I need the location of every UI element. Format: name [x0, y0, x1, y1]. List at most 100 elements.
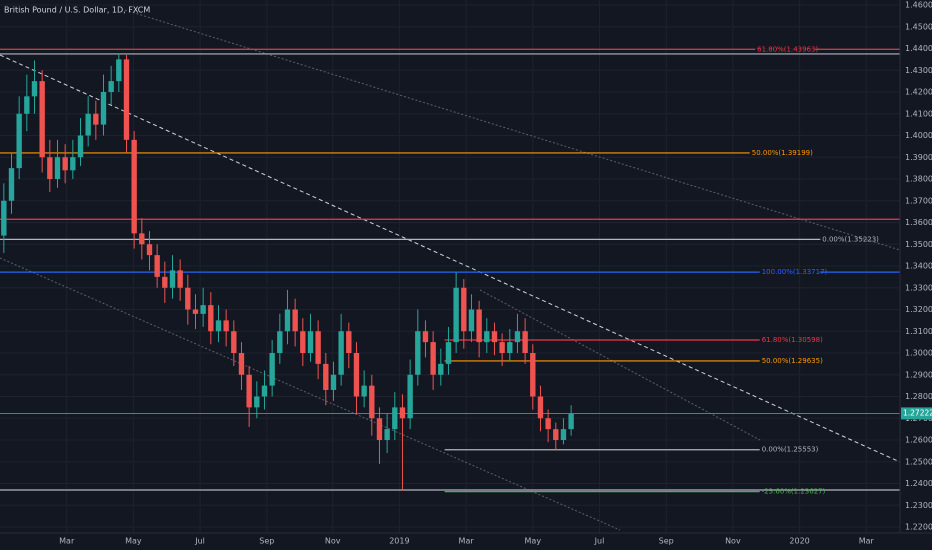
- x-tick-label: 2019: [389, 537, 409, 546]
- last-price-label: 1.27222: [903, 408, 932, 417]
- candle-body: [162, 276, 168, 288]
- candle-body: [200, 305, 206, 314]
- candle-body: [484, 331, 490, 343]
- candle-body: [192, 309, 199, 314]
- candle-body: [169, 270, 176, 288]
- candle-body: [445, 342, 452, 364]
- x-tick-label: Mar: [859, 537, 875, 546]
- candle-body: [453, 287, 459, 343]
- x-tick-label: Sep: [259, 537, 274, 546]
- candle-body: [177, 270, 183, 288]
- y-tick-label: 1.2300: [905, 501, 932, 510]
- candle-body: [522, 331, 528, 353]
- candle-body: [108, 81, 114, 92]
- candle-body: [361, 385, 367, 397]
- trend-line: [0, 257, 621, 531]
- candle-body: [422, 331, 429, 343]
- y-tick-label: 1.2800: [905, 392, 932, 401]
- candle-body: [468, 309, 475, 332]
- y-tick-label: 1.2200: [905, 523, 932, 532]
- candle-body: [54, 157, 61, 179]
- candle-body: [537, 396, 544, 419]
- last-price-tag: [901, 407, 932, 420]
- x-tick-label: Nov: [725, 537, 741, 546]
- y-tick-label: 1.3000: [905, 349, 932, 358]
- candle-body: [223, 320, 229, 332]
- x-tick-label: May: [125, 537, 142, 546]
- candle-body: [185, 287, 191, 310]
- y-tick-label: 1.2400: [905, 479, 932, 488]
- candle-body: [323, 363, 329, 390]
- y-tick-label: 1.3800: [905, 175, 932, 184]
- candle-body: [277, 331, 283, 353]
- y-tick-label: 1.3500: [905, 240, 932, 249]
- candle-body: [507, 342, 513, 353]
- y-tick-label: 1.4600: [905, 1, 932, 10]
- y-tick-label: 1.3700: [905, 196, 932, 205]
- candle-body: [254, 396, 260, 408]
- candle-body: [369, 385, 375, 419]
- candle-body: [415, 331, 421, 375]
- candle-body: [392, 407, 398, 430]
- x-tick-label: May: [525, 537, 542, 546]
- candle-body: [146, 244, 153, 256]
- candle-body: [238, 353, 245, 375]
- y-tick-label: 1.4300: [905, 66, 932, 75]
- candle-body: [284, 309, 291, 332]
- candle-body: [16, 113, 22, 169]
- y-tick-label: 1.3900: [905, 153, 932, 162]
- candle-body: [231, 331, 237, 353]
- x-tick-label: Sep: [659, 537, 674, 546]
- x-tick-label: Jul: [594, 537, 605, 546]
- candle-body: [77, 135, 84, 158]
- candle-body: [346, 331, 352, 353]
- chart-title: British Pound / U.S. Dollar, 1D, FXCM: [4, 6, 150, 15]
- axes: 1.22001.23001.24001.25001.26001.27001.28…: [59, 1, 932, 546]
- candle-body: [39, 81, 45, 158]
- candle-body: [338, 331, 344, 375]
- candle-body: [261, 385, 268, 397]
- candle-body: [553, 429, 559, 440]
- candle-body: [560, 429, 567, 440]
- y-tick-label: 1.4200: [905, 88, 932, 97]
- candle-body: [93, 113, 99, 125]
- candle-body: [139, 233, 145, 245]
- y-tick-label: 1.2900: [905, 370, 932, 379]
- y-tick-label: 1.2500: [905, 457, 932, 466]
- trend-line: [479, 289, 761, 441]
- y-tick-label: 1.4100: [905, 109, 932, 118]
- candle-body: [330, 374, 337, 390]
- x-tick-label: Mar: [459, 537, 475, 546]
- candle-body: [399, 407, 406, 419]
- candle-body: [85, 113, 91, 136]
- candle-body: [116, 59, 122, 82]
- trend-line: [124, 9, 901, 251]
- x-tick-label: Mar: [59, 537, 75, 546]
- candle-body: [269, 353, 275, 386]
- fib-label: 100.00%(1.33717): [762, 268, 828, 276]
- levels: 61.80%(1.43963) 50.00%(1.39199) 0.00%(1.35…: [0, 45, 900, 496]
- candle-body: [208, 305, 214, 332]
- y-tick-label: 1.4400: [905, 44, 932, 53]
- y-tick-label: 1.2600: [905, 436, 932, 445]
- candle-body: [123, 59, 130, 140]
- candle-body: [100, 92, 107, 125]
- y-tick-label: 1.3400: [905, 262, 932, 271]
- candle-body: [376, 418, 383, 440]
- candle-body: [353, 353, 360, 397]
- candle-body: [300, 331, 306, 353]
- fib-label: 61.80%(1.30598): [762, 336, 823, 344]
- candle-body: [307, 331, 314, 353]
- fib-label: 50.00%(1.39199): [752, 149, 813, 157]
- candle-body: [47, 157, 53, 179]
- fib-label: -23.60%(1.23627): [762, 488, 826, 496]
- fib-label: 0.00%(1.25553): [762, 446, 819, 454]
- candle-body: [491, 331, 498, 343]
- candle-body: [438, 363, 444, 375]
- candle-body: [246, 374, 252, 408]
- candle-body: [154, 255, 160, 277]
- candle-body: [70, 157, 76, 171]
- fib-label: 50.00%(1.29635): [762, 357, 823, 365]
- candle-body: [31, 81, 38, 97]
